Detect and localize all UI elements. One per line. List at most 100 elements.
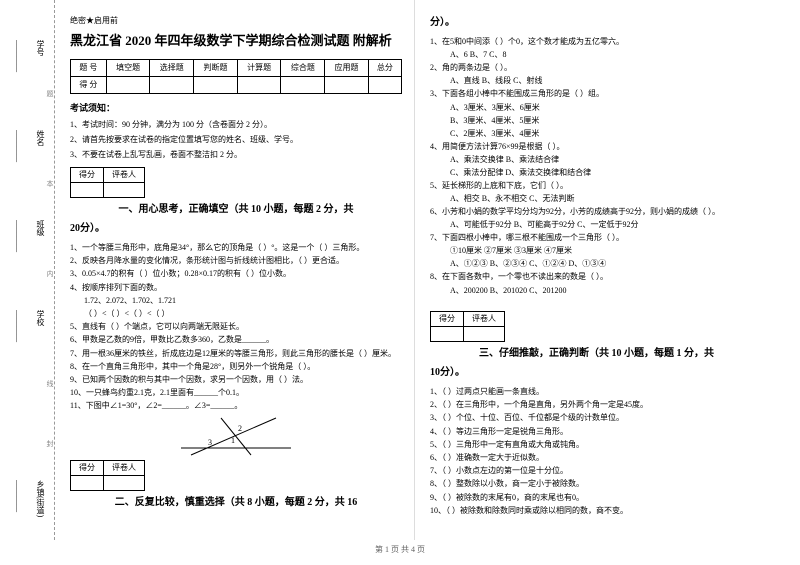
td [281,76,325,93]
td [150,76,194,93]
dash-char: 线 [45,380,55,387]
section3-title: 三、仔细推敲，正确判断（共 10 小题，每题 1 分，共 [430,346,763,361]
q: 2、反映各月降水量的变化情况，条形统计图与折线统计图相比，（ ）更合适。 [70,255,402,266]
q: 3、下面各组小棒中不能围成三角形的是（ ）组。 [430,88,763,99]
mini-td [104,183,145,198]
q: 11、下图中∠1=30°，∠2=______。∠3=______。 [70,400,402,411]
q: 1、一个等腰三角形中，底角是34°，那么它的顶角是（ ）°。这是一个（ ）三角形… [70,242,402,253]
th: 填空题 [106,59,150,76]
td [194,76,238,93]
mini-th: 得分 [71,461,104,476]
opt: A、可能低于92分 B、可能高于92分 C、一定低于92分 [430,219,763,231]
mini-td [71,476,104,491]
exam-title: 黑龙江省 2020 年四年级数学下学期综合检测试题 附解析 [70,31,402,51]
td [325,76,369,93]
mini-td [464,327,505,342]
sidebar-label-id: 学号 [35,40,46,56]
sidebar-label-class: 班级 [35,220,46,236]
svg-text:3: 3 [208,438,212,447]
q-sub: 1.72、2.072、1.702、1.721 [70,295,402,306]
dash-char: 题 [45,90,55,97]
sidebar-line: ________ [15,40,24,72]
q: 5、直线有（ ）个端点，它可以向两端无限延长。 [70,321,402,332]
mini-th: 评卷人 [104,461,145,476]
right-column: 分）。 1、在5和0中间添（ ）个0，这个数才能成为五亿零六。 A、6 B、7 … [415,0,775,540]
notice-title: 考试须知： [70,102,402,116]
mini-th: 得分 [431,312,464,327]
th: 选择题 [150,59,194,76]
opt: A、①②③ B、②③④ C、①②④ D、①③④ [430,258,763,270]
svg-text:1: 1 [231,436,235,445]
mini-th: 评卷人 [104,168,145,183]
q: 8、在一个直角三角形中，其中一个角是28°，则另外一个锐角是（ ）。 [70,361,402,372]
notice-item: 2、请首先按要求在试卷的指定位置填写您的姓名、班级、学号。 [70,134,402,146]
mini-td [71,183,104,198]
q-sub: （ ）<（ ）<（ ）<（ ） [70,308,402,319]
th: 题 号 [71,59,107,76]
q: 7、下面四根小棒中，哪三根不能围成一个三角形（ ）。 [430,232,763,243]
opt: A、200200 B、201020 C、201200 [430,285,763,297]
section3-sub: 10分）。 [430,365,763,380]
sidebar-label-school: 学校 [35,310,46,326]
mini-th: 评卷人 [464,312,505,327]
q: 4、按顺序排列下面的数。 [70,282,402,293]
q: 8、在下面各数中，一个零也不读出来的数是（ ）。 [430,271,763,282]
section1-title: 一、用心思考，正确填空（共 10 小题，每题 2 分，共 [70,202,402,217]
td [237,76,281,93]
q: 1、在5和0中间添（ ）个0，这个数才能成为五亿零六。 [430,36,763,47]
notice-item: 1、考试时间：90 分钟，满分为 100 分（含卷面分 2 分）。 [70,119,402,131]
opt: A、直线 B、线段 C、射线 [430,75,763,87]
q: 6、（ ）准确数一定大于近似数。 [430,452,763,463]
opt: A、乘法交换律 B、乘法结合律 [430,154,763,166]
score-table: 题 号 填空题 选择题 判断题 计算题 综合题 应用题 总分 得 分 [70,59,402,94]
q: 1、（ ）过两点只能画一条直线。 [430,386,763,397]
td [106,76,150,93]
section1-sub: 20分）。 [70,221,402,236]
mini-th: 得分 [71,168,104,183]
notice-list: 1、考试时间：90 分钟，满分为 100 分（含卷面分 2 分）。 2、请首先按… [70,119,402,161]
section2-title: 二、反复比较，慎重选择（共 8 小题，每题 2 分，共 16 [70,495,402,510]
th: 判断题 [194,59,238,76]
opt: C、乘法分配律 D、乘法交换律和结合律 [430,167,763,179]
th: 总分 [368,59,401,76]
q: 4、（ ）等边三角形一定是锐角三角形。 [430,426,763,437]
dash-char: 本 [45,180,55,187]
opt: A、相交 B、永不相交 C、无法判断 [430,193,763,205]
svg-text:2: 2 [238,424,242,433]
sidebar-line: ________ [15,220,24,252]
q: 9、（ ）被除数的末尾有0，商的末尾也有0。 [430,492,763,503]
opt: C、2厘米、3厘米、4厘米 [430,128,763,140]
dash-char: 内 [45,270,55,277]
angle-diagram: 3 1 2 [176,413,296,458]
q: 6、甲数是乙数的9倍，甲数比乙数多360，乙数是______。 [70,334,402,345]
q: 4、用简便方法计算76×99是根据（ ）。 [430,141,763,152]
score-mini-table: 得分评卷人 [430,311,505,342]
q: 5、（ ）三角形中一定有直角或大角或钝角。 [430,439,763,450]
mini-td [104,476,145,491]
td: 得 分 [71,76,107,93]
q: 3、0.05×4.7的积有（ ）位小数；0.28×0.17的积有（ ）位小数。 [70,268,402,279]
sidebar-line: ________ [15,310,24,342]
q: 3、（ ）个位、十位、百位、千位都是个级的计数单位。 [430,412,763,423]
th: 综合题 [281,59,325,76]
th: 计算题 [237,59,281,76]
q: 8、（ ）整数除以小数，商一定小于被除数。 [430,478,763,489]
th: 应用题 [325,59,369,76]
q: 2、角的两条边是（ ）。 [430,62,763,73]
left-column: 绝密★启用前 黑龙江省 2020 年四年级数学下学期综合检测试题 附解析 题 号… [55,0,415,540]
opt: A、6 B、7 C、8 [430,49,763,61]
q: 9、已知两个因数的积与其中一个因数，求另一个因数，用（ ）法。 [70,374,402,385]
q: 2、（ ）在三角形中，一个角是直角，另外两个角一定是45度。 [430,399,763,410]
q: 5、延长梯形的上底和下底，它们（ ）。 [430,180,763,191]
binding-sidebar: 学号 ________ 题 姓名 ________ 本 班级 ________ … [0,0,55,540]
score-mini-table: 得分评卷人 [70,460,145,491]
td [368,76,401,93]
sidebar-label-town: 乡镇(街道) [35,480,46,517]
opt: ①10厘米 ②7厘米 ③3厘米 ④7厘米 [430,245,763,257]
sidebar-line: ________ [15,480,24,512]
sidebar-label-name: 姓名 [35,130,46,146]
opt: B、3厘米、4厘米、5厘米 [430,115,763,127]
score-mini-table: 得分评卷人 [70,167,145,198]
sidebar-line: ________ [15,130,24,162]
content: 绝密★启用前 黑龙江省 2020 年四年级数学下学期综合检测试题 附解析 题 号… [55,0,800,540]
